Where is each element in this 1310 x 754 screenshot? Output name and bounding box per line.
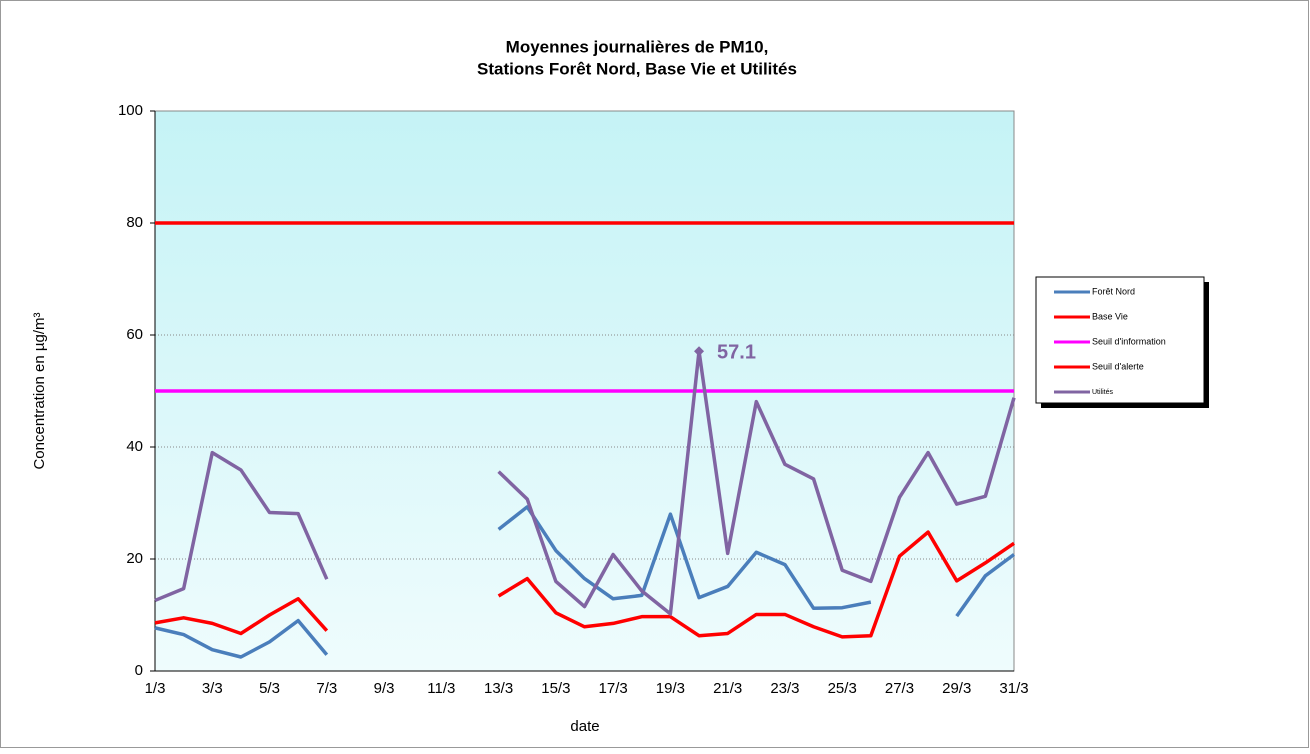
- x-tick-label: 17/3: [599, 680, 628, 697]
- x-tick-label: 11/3: [427, 680, 455, 697]
- y-tick-label: 80: [126, 214, 143, 231]
- x-axis-label: date: [570, 718, 599, 735]
- chart-title: Moyennes journalières de PM10,: [506, 37, 769, 56]
- x-tick-label: 31/3: [999, 680, 1028, 697]
- y-tick-label: 60: [126, 326, 143, 343]
- x-tick-label: 1/3: [145, 680, 166, 697]
- x-tick-label: 3/3: [202, 680, 223, 697]
- series-line: [154, 505, 1016, 659]
- data-label: 57.1: [717, 342, 756, 364]
- x-tick-label: 27/3: [885, 680, 914, 697]
- y-tick-label: 100: [118, 102, 143, 119]
- x-tick-label: 13/3: [484, 680, 513, 697]
- y-tick-label: 0: [135, 662, 143, 679]
- x-tick-label: 23/3: [770, 680, 799, 697]
- y-axis-label: Concentration en µg/m³: [31, 312, 48, 469]
- x-tick-label: 19/3: [656, 680, 685, 697]
- x-tick-label: 29/3: [942, 680, 971, 697]
- y-tick-label: 20: [126, 550, 143, 567]
- x-tick-label: 15/3: [541, 680, 570, 697]
- x-tick-label: 21/3: [713, 680, 742, 697]
- series-line: [154, 349, 1016, 616]
- legend-label: Base Vie: [1092, 311, 1128, 321]
- series-line: [154, 530, 1015, 639]
- y-tick-label: 40: [126, 438, 143, 455]
- legend-label: Utilités: [1092, 389, 1114, 396]
- x-tick-label: 9/3: [374, 680, 395, 697]
- x-tick-label: 25/3: [828, 680, 857, 697]
- legend-label: Seuil d'information: [1092, 336, 1166, 346]
- legend-box: [1035, 276, 1205, 404]
- x-tick-label: 5/3: [259, 680, 280, 697]
- chart-title: Stations Forêt Nord, Base Vie et Utilité…: [477, 59, 797, 78]
- legend-label: Forêt Nord: [1092, 286, 1135, 296]
- point-marker: [694, 346, 705, 357]
- legend-label: Seuil d'alerte: [1092, 361, 1144, 371]
- x-tick-label: 7/3: [316, 680, 337, 697]
